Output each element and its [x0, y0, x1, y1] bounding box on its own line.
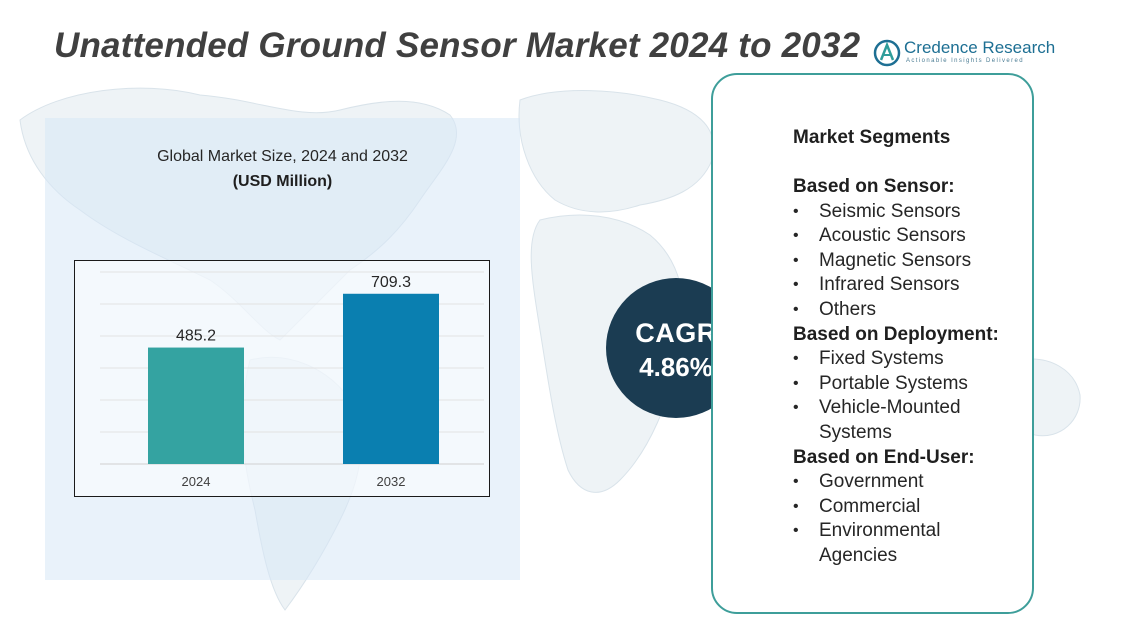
page-title: Unattended Ground Sensor Market 2024 to …: [54, 26, 860, 66]
bar-2032: [343, 294, 439, 464]
segment-group-title: Based on End-User:: [793, 446, 1033, 471]
segment-item: Magnetic Sensors: [793, 249, 1033, 274]
segment-item: Infrared Sensors: [793, 273, 1033, 298]
segment-item: Seismic Sensors: [793, 200, 1033, 225]
credence-logo-icon: [872, 38, 902, 68]
brand-name: Credence Research: [904, 38, 1055, 58]
category-label-2032: 2032: [377, 474, 406, 489]
value-label-2024: 485.2: [176, 328, 216, 345]
brand-block[interactable]: Credence Research Actionable Insights De…: [872, 36, 1052, 70]
bar-2024: [148, 348, 244, 464]
segment-item: Commercial: [793, 495, 1033, 520]
segment-group-title: Based on Deployment:: [793, 323, 1033, 348]
category-label-2024: 2024: [182, 474, 211, 489]
segment-item: Fixed Systems: [793, 347, 1033, 372]
segment-group-sensor: Based on Sensor: Seismic Sensors Acousti…: [793, 175, 1033, 323]
segment-item: Acoustic Sensors: [793, 224, 1033, 249]
segment-item: Others: [793, 298, 1033, 323]
segment-group-deployment: Based on Deployment: Fixed Systems Porta…: [793, 323, 1033, 446]
segment-group-end-user: Based on End-User: Government Commercial…: [793, 446, 1033, 569]
segment-group-title: Based on Sensor:: [793, 175, 1033, 200]
chart-title: Global Market Size, 2024 and 2032: [45, 148, 520, 166]
segment-item: Portable Systems: [793, 372, 1033, 397]
chart-unit: (USD Million): [45, 173, 520, 191]
segments-heading: Market Segments: [793, 126, 1033, 150]
value-label-2032: 709.3: [371, 274, 411, 291]
brand-tagline: Actionable Insights Delivered: [906, 58, 1024, 64]
segment-item: Environmental Agencies: [793, 519, 989, 568]
market-segments-content: Market Segments Based on Sensor: Seismic…: [793, 126, 1033, 569]
bar-chart: 485.2 709.3 2024 2032: [74, 260, 490, 498]
segment-item: Government: [793, 470, 1033, 495]
segment-item: Vehicle-Mounted Systems: [793, 396, 1004, 445]
